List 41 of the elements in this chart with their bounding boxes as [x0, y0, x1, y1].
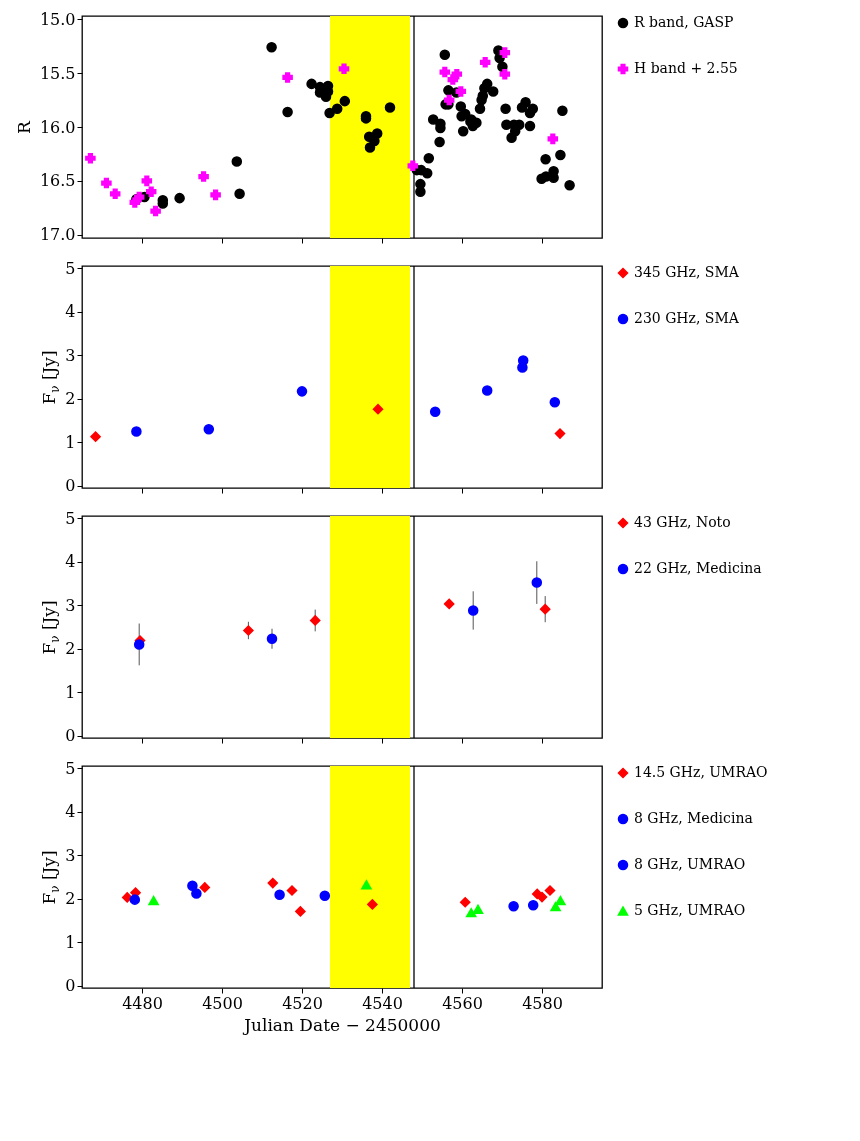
y-tick-label: 5 [65, 258, 76, 278]
y-tick-label: 17.0 [39, 225, 76, 245]
y-tick-label: 16.5 [39, 171, 76, 191]
y-tick-label: 4 [65, 552, 76, 572]
y-axis-title: R [13, 119, 34, 134]
legend-label: R band, GASP [634, 14, 734, 30]
legend-label: 14.5 GHz, UMRAO [634, 764, 768, 780]
legend-label: 5 GHz, UMRAO [634, 902, 746, 918]
legend-label: 8 GHz, Medicina [634, 810, 753, 826]
y-tick-label: 4 [65, 302, 76, 322]
y-tick-label: 2 [65, 389, 76, 409]
legend-label: 230 GHz, SMA [634, 310, 740, 326]
x-tick-label: 4580 [522, 993, 563, 1013]
x-tick-label: 4500 [202, 993, 243, 1013]
y-tick-label: 3 [65, 595, 76, 615]
y-tick-label: 0 [65, 976, 76, 996]
legend-label: 8 GHz, UMRAO [634, 856, 746, 872]
y-tick-label: 2 [65, 639, 76, 659]
x-tick-label: 4540 [362, 993, 403, 1013]
x-tick-label: 4560 [442, 993, 483, 1013]
x-tick-label: 4520 [282, 993, 323, 1013]
y-tick-label: 1 [65, 432, 76, 452]
x-tick-label: 4480 [122, 993, 163, 1013]
y-tick-label: 0 [65, 476, 76, 496]
y-tick-label: 15.5 [39, 63, 76, 83]
legend-label: H band + 2.55 [634, 60, 738, 76]
y-tick-label: 1 [65, 932, 76, 952]
y-tick-label: 4 [65, 802, 76, 822]
legend-label: 43 GHz, Noto [634, 514, 731, 530]
y-tick-label: 3 [65, 345, 76, 365]
y-tick-label: 1 [65, 682, 76, 702]
x-axis-title: Julian Date − 2450000 [242, 1014, 441, 1035]
y-tick-label: 16.0 [39, 117, 76, 137]
legend-label: 22 GHz, Medicina [634, 560, 762, 576]
y-tick-label: 2 [65, 889, 76, 909]
y-tick-label: 0 [65, 726, 76, 746]
y-tick-label: 5 [65, 758, 76, 778]
y-tick-label: 5 [65, 508, 76, 528]
y-tick-label: 15.0 [39, 9, 76, 29]
legend-label: 345 GHz, SMA [634, 264, 740, 280]
y-tick-label: 3 [65, 845, 76, 865]
